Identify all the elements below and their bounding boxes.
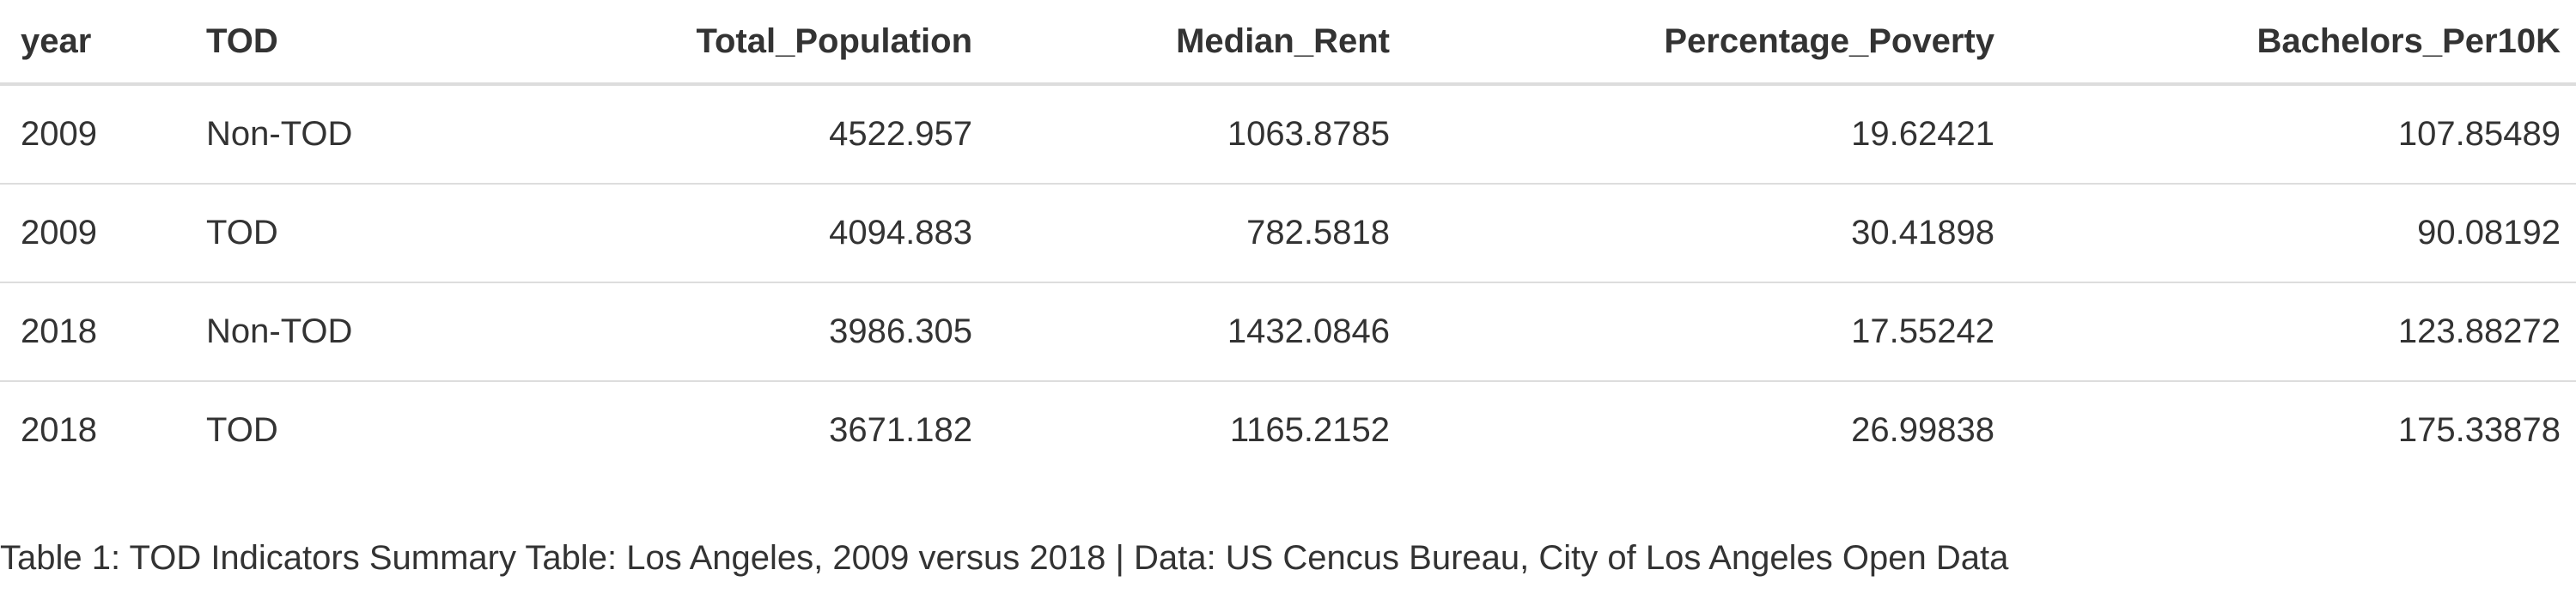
cell-tod: Non-TOD <box>186 282 512 382</box>
cell-percentage-poverty: 17.55242 <box>1405 282 2010 382</box>
cell-bachelors-per10k: 175.33878 <box>2397 411 2561 449</box>
cell-total-population: 3986.305 <box>512 282 988 382</box>
table-row: 2009 Non-TOD 4522.957 1063.8785 19.62421… <box>0 84 2576 185</box>
column-header-tod: TOD <box>186 0 512 86</box>
cell-bachelors-per10k: 107.85489 <box>2010 84 2576 185</box>
column-header-total-population: Total_Population <box>512 0 988 86</box>
cell-year: 2009 <box>0 184 186 283</box>
cell-year: 2018 <box>0 282 186 382</box>
column-header-year: year <box>0 0 186 86</box>
table-row: 2018 Non-TOD 3986.305 1432.0846 17.55242… <box>0 282 2576 382</box>
cell-year: 2009 <box>0 84 186 185</box>
summary-table: year TOD Total_Population Median_Rent Pe… <box>0 0 2576 479</box>
table-row: 2009 TOD 4094.883 782.5818 30.41898 90.0… <box>0 184 2576 283</box>
cell-median-rent: 782.5818 <box>988 184 1405 283</box>
table-header-row: year TOD Total_Population Median_Rent Pe… <box>0 0 2576 86</box>
cell-total-population: 4522.957 <box>512 84 988 185</box>
cell-median-rent: 1432.0846 <box>988 282 1405 382</box>
cell-tod: Non-TOD <box>186 84 512 185</box>
column-header-median-rent: Median_Rent <box>988 0 1405 86</box>
table-caption: Table 1: TOD Indicators Summary Table: L… <box>0 539 2009 577</box>
cell-bachelors-per10k: 90.08192 <box>2010 184 2576 283</box>
cell-bachelors-per10k: 123.88272 <box>2010 282 2576 382</box>
cell-percentage-poverty: 26.99838 <box>1851 411 1994 449</box>
cell-total-population: 3671.182 <box>829 411 972 449</box>
cell-median-rent: 1165.2152 <box>1229 411 1390 449</box>
column-header-bachelors-per10k: Bachelors_Per10K <box>2010 0 2576 86</box>
cell-total-population: 4094.883 <box>512 184 988 283</box>
table-row: 2018 TOD 3671.182 1165.2152 26.99838 175… <box>0 381 2576 479</box>
cell-median-rent: 1063.8785 <box>988 84 1405 185</box>
column-header-percentage-poverty: Percentage_Poverty <box>1405 0 2010 86</box>
summary-table-container: year TOD Total_Population Median_Rent Pe… <box>0 0 2576 479</box>
cell-tod: TOD <box>186 184 512 283</box>
cell-percentage-poverty: 30.41898 <box>1405 184 2010 283</box>
cell-percentage-poverty: 19.62421 <box>1405 84 2010 185</box>
cell-year: 2018 <box>21 411 97 449</box>
cell-tod: TOD <box>206 411 278 449</box>
